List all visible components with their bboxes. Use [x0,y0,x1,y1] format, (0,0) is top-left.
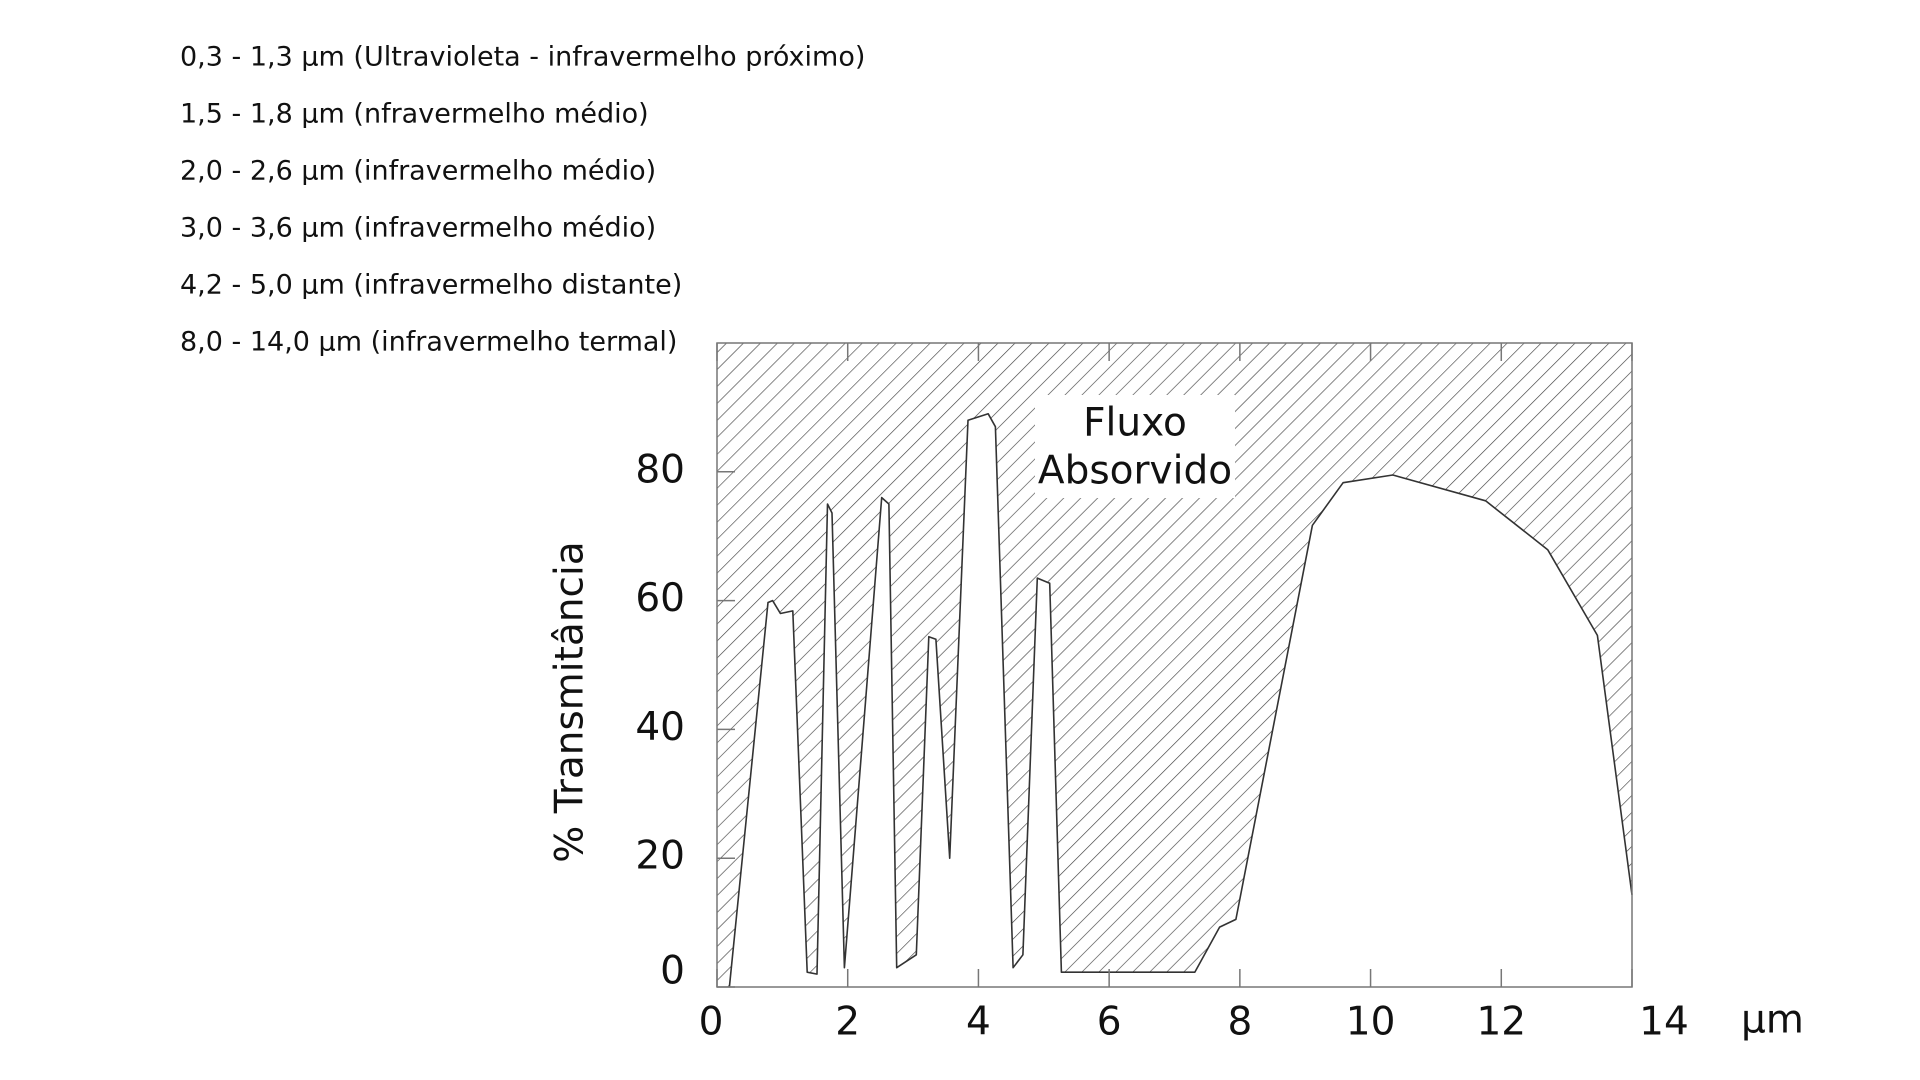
x-tick-label: 2 [835,1000,860,1045]
x-tick-label: 4 [966,1000,991,1045]
y-axis-label: % Transmitância [548,541,593,862]
x-tick-label: 0 [699,1000,724,1045]
x-tick-label: 12 [1476,1000,1526,1045]
annotation: Absorvido [1038,449,1232,494]
legend-line: 4,2 - 5,0 μm (infravermelho distante) [180,270,682,301]
annotation: Fluxo [1083,401,1187,446]
y-tick-label: 60 [635,576,685,621]
transmittance-line [728,413,1633,988]
legend-line: 1,5 - 1,8 μm (nfravermelho médio) [180,99,649,130]
y-tick-label: 0 [660,949,685,994]
x-tick-label: 10 [1346,1000,1396,1045]
plot-frame [716,342,1633,988]
x-tick-label: 8 [1227,1000,1252,1045]
y-tick-label: 80 [635,447,685,492]
transmittance-area [729,413,1632,987]
legend-line: 0,3 - 1,3 μm (Ultravioleta - infravermel… [180,42,865,73]
y-tick-label: 40 [635,705,685,750]
legend-line: 8,0 - 14,0 μm (infravermelho termal) [180,327,677,358]
x-tick-label: 6 [1097,1000,1122,1045]
legend-line: 2,0 - 2,6 μm (infravermelho médio) [180,156,656,187]
legend-line: 3,0 - 3,6 μm (infravermelho médio) [180,213,656,244]
x-unit: μm [1741,998,1804,1043]
x-tick-label: 14 [1639,1000,1689,1045]
y-tick-label: 20 [635,834,685,879]
annotation-box [1035,395,1235,498]
